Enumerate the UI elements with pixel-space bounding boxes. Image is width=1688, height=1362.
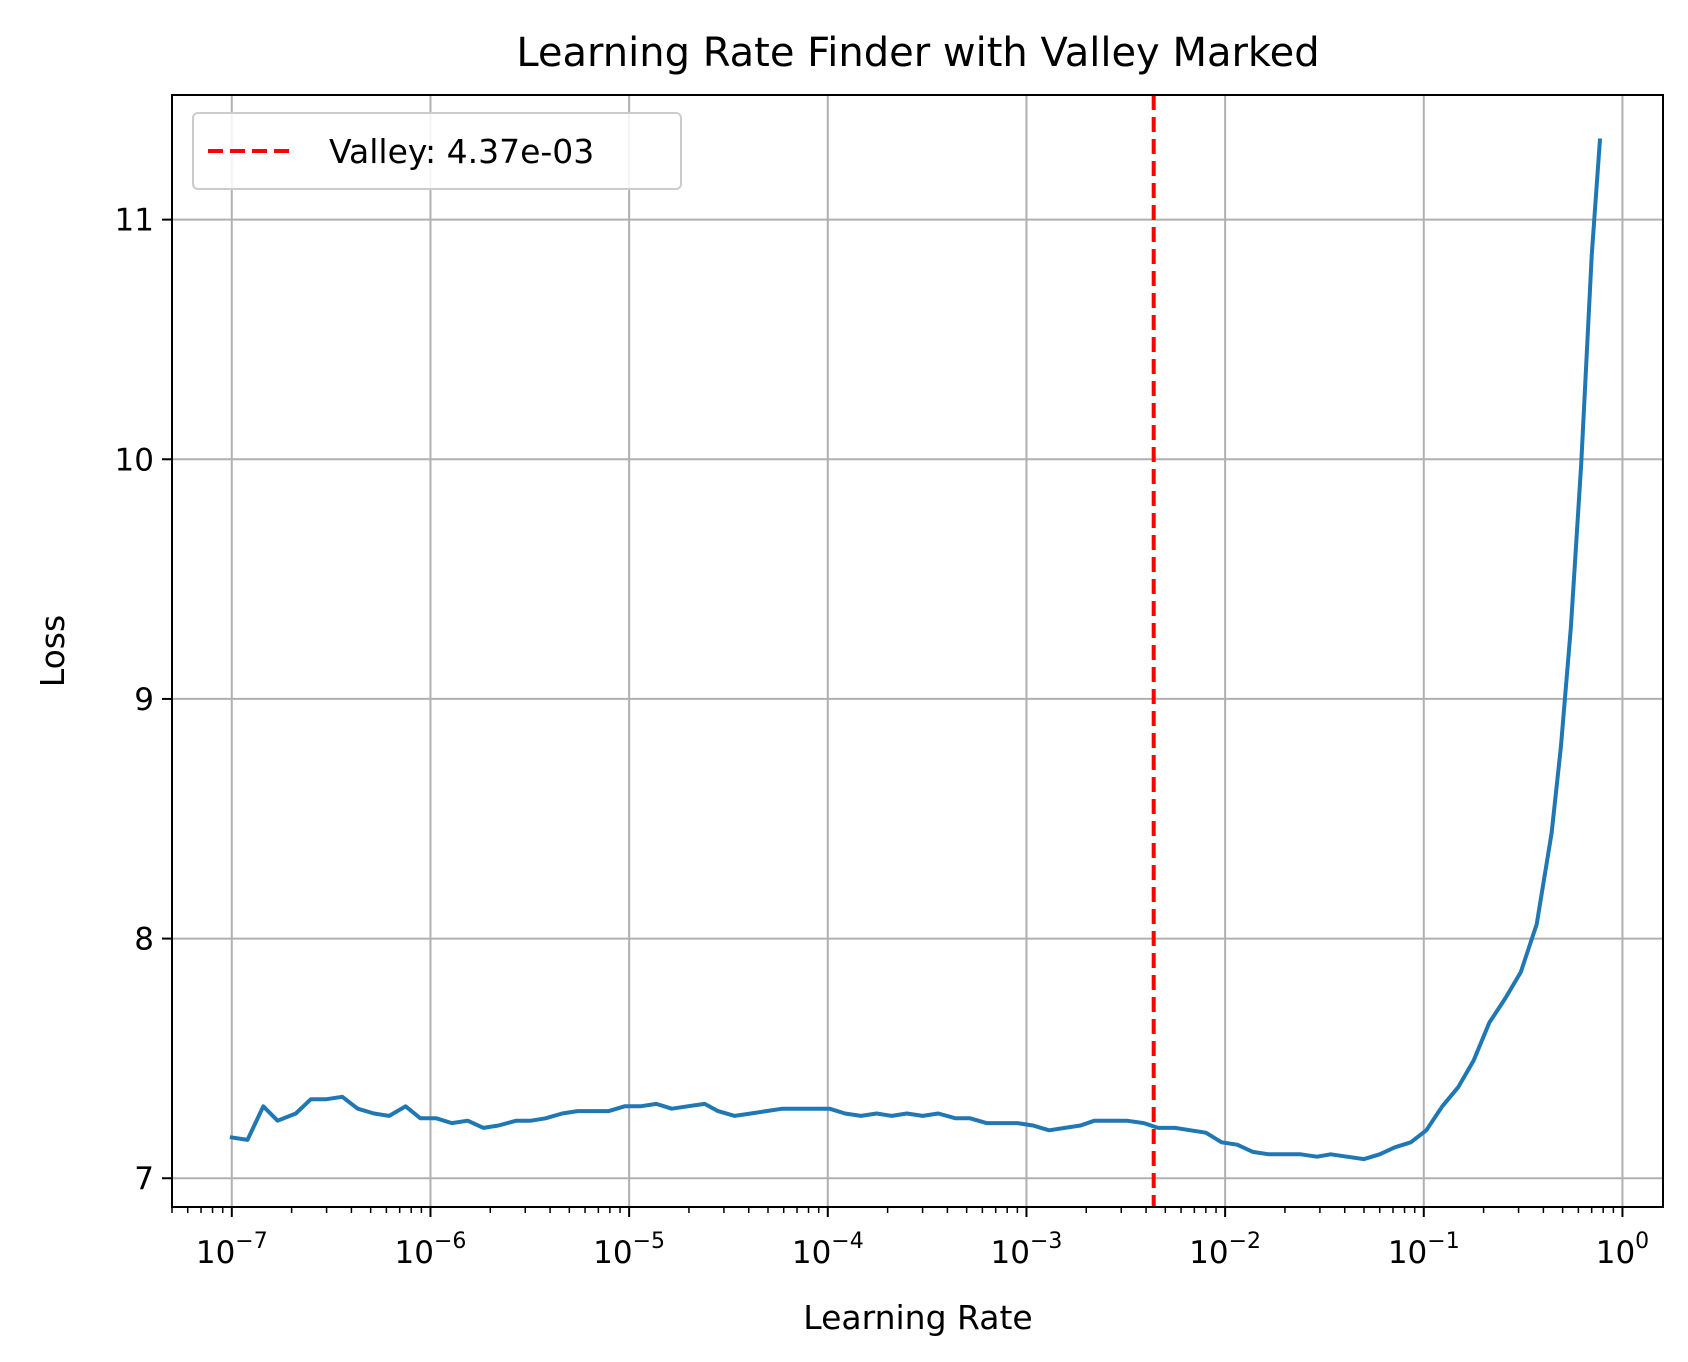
- y-tick-label: 11: [115, 203, 154, 239]
- x-tick-label: 10−2: [1189, 1229, 1261, 1271]
- y-axis-label: Loss: [33, 615, 72, 687]
- x-tick-label: 10−1: [1388, 1229, 1460, 1271]
- y-tick-label: 8: [134, 922, 154, 958]
- x-tick-label: 10−6: [395, 1229, 467, 1271]
- x-axis-label: Learning Rate: [803, 1298, 1032, 1337]
- x-tick-label: 10−5: [593, 1229, 665, 1271]
- chart-title: Learning Rate Finder with Valley Marked: [516, 30, 1319, 76]
- plot-frame: [171, 94, 1664, 1208]
- series-layer: [229, 138, 1603, 1162]
- y-tick-label: 7: [134, 1161, 154, 1197]
- grid-lines: [172, 95, 1663, 1207]
- loss-curve-line: [229, 138, 1603, 1162]
- legend-box: [192, 112, 682, 190]
- x-tick-label: 10−7: [196, 1229, 268, 1271]
- y-axis: 7 8 9 10 11: [115, 203, 172, 1197]
- x-tick-label: 10−3: [991, 1229, 1063, 1271]
- legend-valley-label: Valley: 4.37e-03: [329, 132, 594, 171]
- x-axis: 10−7 10−6 10−5 10−4 10−3 10−2 10−1 100: [171, 1207, 1649, 1271]
- x-tick-label: 100: [1596, 1229, 1649, 1271]
- y-tick-label: 9: [134, 682, 154, 718]
- legend: Valley: 4.37e-03: [192, 112, 682, 190]
- y-tick-label: 10: [115, 442, 154, 478]
- x-tick-label: 10−4: [792, 1229, 864, 1271]
